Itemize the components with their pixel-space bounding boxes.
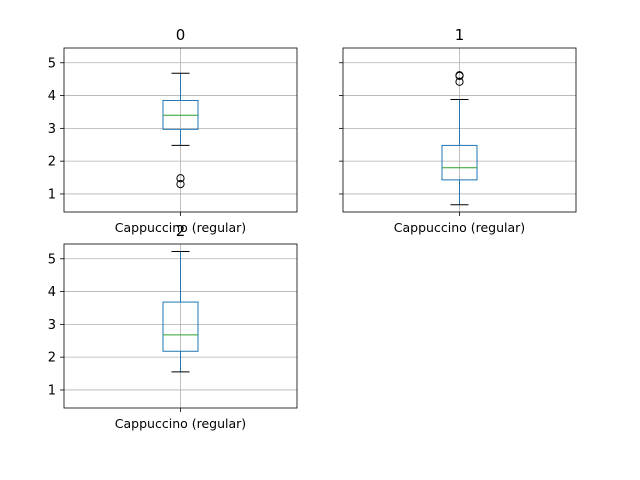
y-tick-label: 3 <box>48 318 56 333</box>
y-tick-label: 4 <box>48 285 56 300</box>
y-tick-label: 5 <box>48 56 56 71</box>
y-tick-label: 1 <box>48 187 56 202</box>
subplot-title: 1 <box>455 26 465 44</box>
outlier-point <box>455 77 464 86</box>
subplot-title: 2 <box>176 222 186 240</box>
y-tick-label: 4 <box>48 89 56 104</box>
x-tick-label: Cappuccino (regular) <box>115 220 246 235</box>
outlier-point <box>176 174 185 183</box>
subplot-title: 0 <box>176 26 186 44</box>
y-tick-label: 2 <box>48 351 56 366</box>
outlier-point <box>176 180 185 189</box>
y-tick-label: 5 <box>48 252 56 267</box>
y-tick-label: 2 <box>48 155 56 170</box>
y-tick-label: 3 <box>48 122 56 137</box>
subplot-1: Cappuccino (regular) 1 <box>339 26 577 235</box>
y-tick-label: 1 <box>48 383 56 398</box>
iqr-box <box>441 144 478 181</box>
x-tick-label: Cappuccino (regular) <box>115 416 246 431</box>
iqr-box <box>162 301 199 352</box>
x-tick-label: Cappuccino (regular) <box>394 220 525 235</box>
subplot-0: 1 2 3 4 5 Cappuccino (regular) 0 <box>48 26 298 235</box>
outlier-point <box>455 71 464 80</box>
